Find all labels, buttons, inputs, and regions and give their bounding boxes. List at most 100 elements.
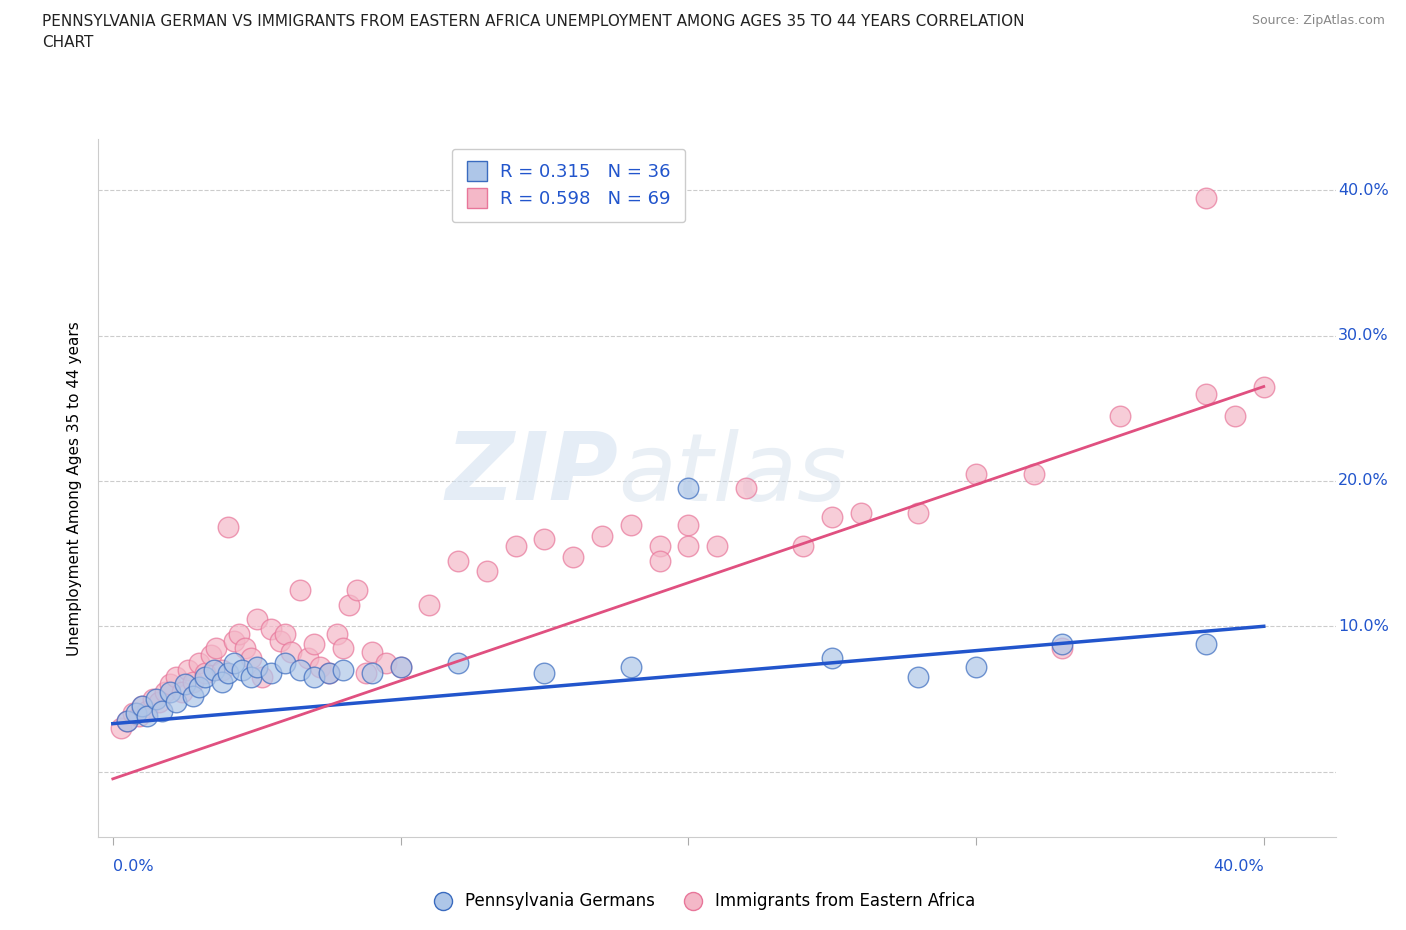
Point [337,597,360,612]
Point [288,582,311,597]
Point [128,709,150,724]
Point [1195,636,1218,651]
Point [346,582,368,597]
Point [260,665,283,680]
Text: ZIP: ZIP [446,429,619,520]
Point [211,674,233,689]
Point [239,651,262,666]
Point [202,662,225,677]
Point [965,659,987,674]
Point [678,517,700,532]
Point [239,670,262,684]
Point [620,517,643,532]
Point [142,692,165,707]
Point [678,539,700,554]
Point [447,553,470,568]
Point [246,659,269,674]
Point [648,553,671,568]
Point [194,670,217,684]
Point [125,706,148,721]
Point [332,641,354,656]
Point [131,698,153,713]
Point [280,645,302,660]
Point [1253,379,1275,394]
Y-axis label: Unemployment Among Ages 35 to 44 years: Unemployment Among Ages 35 to 44 years [67,321,83,656]
Point [170,684,193,699]
Point [533,532,555,547]
Point [309,659,332,674]
Text: CHART: CHART [42,35,94,50]
Point [505,539,527,554]
Text: 0.0%: 0.0% [112,858,153,874]
Point [159,677,181,692]
Text: atlas: atlas [619,429,846,520]
Point [176,662,198,677]
Point [648,539,671,554]
Point [288,662,311,677]
Point [447,655,470,670]
Point [231,662,253,677]
Point [1223,408,1246,423]
Point [302,636,325,651]
Point [965,466,987,481]
Point [211,662,233,677]
Point [228,626,250,641]
Point [332,662,354,677]
Point [678,481,700,496]
Point [217,520,239,535]
Point [260,622,283,637]
Point [1195,386,1218,401]
Point [318,665,340,680]
Point [389,659,412,674]
Point [173,677,195,692]
Text: PENNSYLVANIA GERMAN VS IMMIGRANTS FROM EASTERN AFRICA UNEMPLOYMENT AMONG AGES 35: PENNSYLVANIA GERMAN VS IMMIGRANTS FROM E… [42,14,1025,29]
Point [136,703,159,718]
Point [297,651,319,666]
Point [159,684,181,699]
Point [150,703,173,718]
Point [188,680,211,695]
Point [360,665,382,680]
Text: 40.0%: 40.0% [1339,183,1389,198]
Point [318,665,340,680]
Point [360,645,382,660]
Point [131,698,153,713]
Point [562,549,585,564]
Point [136,709,159,724]
Point [475,564,498,578]
Point [165,670,187,684]
Point [302,670,325,684]
Point [1052,641,1074,656]
Point [222,655,245,670]
Point [418,597,440,612]
Point [200,648,222,663]
Point [269,633,291,648]
Point [233,641,256,656]
Point [533,665,555,680]
Point [217,665,239,680]
Point [183,674,205,689]
Point [849,506,872,521]
Point [907,670,929,684]
Point [354,665,377,680]
Point [1109,408,1132,423]
Point [734,481,756,496]
Point [1195,191,1218,206]
Point [706,539,728,554]
Text: 20.0%: 20.0% [1339,473,1389,488]
Point [591,529,613,544]
Legend: R = 0.315   N = 36, R = 0.598   N = 69: R = 0.315 N = 36, R = 0.598 N = 69 [451,149,686,222]
Point [252,670,274,684]
Point [115,713,138,728]
Point [110,721,132,736]
Point [821,510,844,525]
Point [122,706,145,721]
Point [145,692,167,707]
Point [326,626,349,641]
Point [792,539,814,554]
Point [205,641,228,656]
Text: 30.0%: 30.0% [1339,328,1389,343]
Point [165,695,187,710]
Text: 10.0%: 10.0% [1339,618,1389,634]
Point [115,713,138,728]
